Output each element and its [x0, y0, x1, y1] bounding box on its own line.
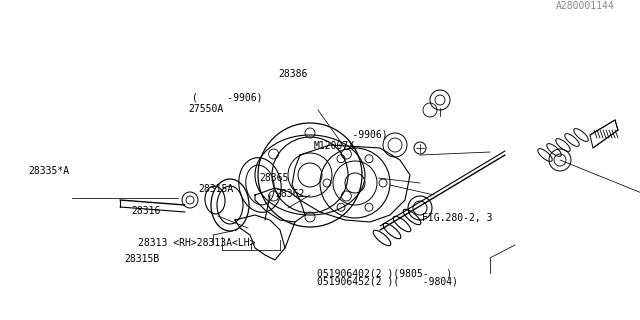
Text: 28315B: 28315B [125, 254, 160, 264]
Polygon shape [590, 120, 618, 148]
Text: 28386: 28386 [278, 68, 308, 79]
Text: 28365: 28365 [259, 172, 289, 183]
Text: 051906452(2 )(    -9804): 051906452(2 )( -9804) [317, 276, 458, 287]
Text: M12007X: M12007X [314, 140, 355, 151]
Text: (     -9906): ( -9906) [192, 92, 262, 103]
Text: A280001144: A280001144 [556, 1, 614, 11]
Text: 051906402(2 )(9805-   ): 051906402(2 )(9805- ) [317, 268, 452, 279]
Text: 28335*A: 28335*A [29, 166, 70, 176]
Text: 28316: 28316 [131, 206, 161, 216]
Text: -9906): -9906) [323, 129, 388, 140]
Text: FIG.280-2, 3: FIG.280-2, 3 [422, 212, 493, 223]
Text: 28313 <RH>28313A<LH>: 28313 <RH>28313A<LH> [138, 238, 255, 248]
Text: 28315A: 28315A [198, 184, 234, 194]
Text: 28362: 28362 [275, 188, 305, 199]
Text: 27550A: 27550A [189, 104, 224, 114]
